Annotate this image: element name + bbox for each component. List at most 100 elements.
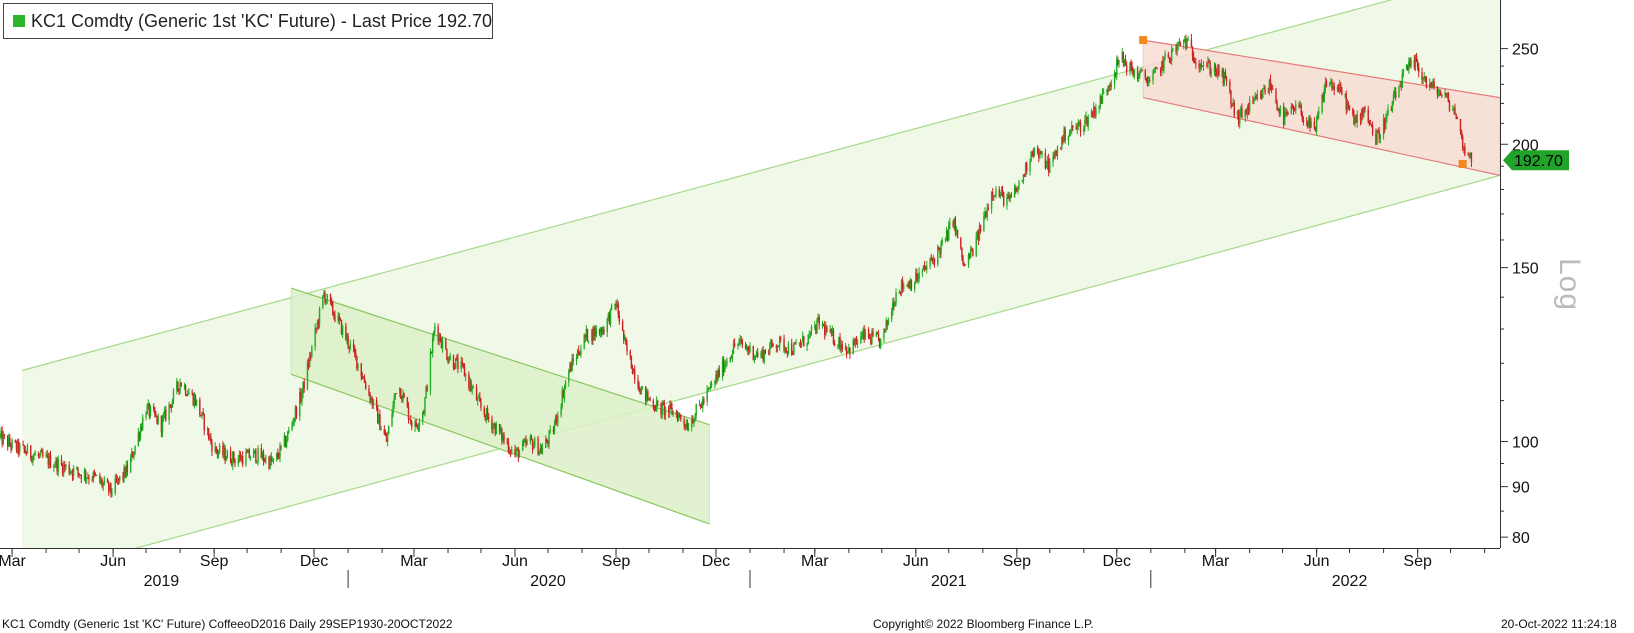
candle-body <box>672 411 674 415</box>
candle-body <box>1468 155 1470 157</box>
candle-body <box>1040 151 1042 154</box>
candle-body <box>553 424 556 432</box>
candle-body <box>455 358 457 369</box>
candle-body <box>853 340 856 346</box>
candle-body <box>1072 125 1074 128</box>
candle-body <box>1100 95 1103 104</box>
candle-body <box>1061 136 1063 148</box>
candle-body <box>837 345 839 346</box>
candle-body <box>1167 53 1170 58</box>
candle-body <box>415 421 417 426</box>
candle-body <box>123 467 125 479</box>
candle-body <box>547 441 549 445</box>
candle-body <box>132 451 134 458</box>
candle-body <box>1101 93 1104 104</box>
candle-body <box>393 397 395 405</box>
candle-body <box>24 449 26 453</box>
candle-body <box>1087 117 1089 126</box>
candle-body <box>414 421 416 428</box>
candle-body <box>193 396 196 406</box>
candle-body <box>1409 61 1411 66</box>
candle-body <box>91 479 93 481</box>
candle-body <box>898 292 901 293</box>
candle-body <box>56 458 58 472</box>
candle-body <box>1287 113 1289 115</box>
candle-body <box>1430 83 1432 85</box>
candle-body <box>1346 103 1349 110</box>
candle-body <box>472 387 474 389</box>
candle-body <box>1379 134 1382 139</box>
candle-body <box>1086 116 1088 126</box>
candle-body <box>832 330 835 344</box>
candle-body <box>42 451 44 457</box>
candle-body <box>1438 92 1441 94</box>
candle-body <box>817 316 819 321</box>
candle-body <box>972 249 974 256</box>
candle-body <box>1118 60 1120 65</box>
candle-body <box>523 441 525 443</box>
candle-body <box>639 391 641 395</box>
candle-body <box>176 381 178 391</box>
candle-body <box>976 231 979 238</box>
candle-body <box>1232 102 1234 105</box>
candle-body <box>1271 89 1274 90</box>
candle-body <box>61 464 64 474</box>
candle-body <box>877 334 880 339</box>
y-tick-label: 250 <box>1512 42 1539 59</box>
candle-body <box>1398 86 1400 98</box>
candle-body <box>1161 60 1163 73</box>
candle-body <box>907 282 909 287</box>
candle-body <box>1146 80 1149 86</box>
candle-body <box>238 455 241 459</box>
candle-body <box>125 464 127 477</box>
candle-body <box>332 302 334 314</box>
candle-body <box>1154 67 1156 73</box>
candle-body <box>1345 94 1347 110</box>
candle-body <box>844 347 847 350</box>
candle-body <box>446 349 448 360</box>
candle-body <box>334 315 336 321</box>
candle-body <box>715 374 717 382</box>
candle-body <box>530 436 533 440</box>
candle-body <box>77 467 79 473</box>
candle-body <box>1049 162 1051 173</box>
candle-body <box>675 411 678 415</box>
candle-body <box>177 381 179 389</box>
candle-body <box>448 359 450 362</box>
candle-body <box>1147 80 1150 86</box>
y-tick-label: 150 <box>1512 261 1539 278</box>
candle-body <box>362 377 365 379</box>
x-tick-label: Sep <box>1003 553 1032 570</box>
candle-body <box>1413 59 1416 68</box>
y-tick-label: 200 <box>1512 137 1539 154</box>
candle-body <box>1015 187 1017 191</box>
x-tick-label: Jun <box>1304 553 1330 570</box>
candle-body <box>214 446 216 452</box>
candle-body <box>502 435 504 441</box>
candle-body <box>1269 79 1272 88</box>
candle-body <box>1459 118 1462 132</box>
candle-body <box>621 321 624 331</box>
candle-body <box>808 333 810 335</box>
candle-body <box>122 476 124 479</box>
candle-body <box>929 258 931 266</box>
candle-body <box>863 330 865 339</box>
candle-body <box>1262 88 1264 98</box>
candle-body <box>475 387 478 401</box>
candle-body <box>1362 108 1364 116</box>
candle-body <box>509 451 512 453</box>
candle-body <box>34 453 36 456</box>
candle-body <box>599 328 602 333</box>
candle-body <box>1445 92 1447 97</box>
candle-body <box>60 459 63 465</box>
candle-body <box>1026 162 1028 172</box>
candle-body <box>149 406 152 416</box>
candle-body <box>816 320 818 334</box>
candle-body <box>229 450 232 463</box>
candle-body <box>772 343 774 347</box>
candle-body <box>1209 62 1211 74</box>
candle-body <box>248 449 250 458</box>
candle-body <box>755 352 758 357</box>
candle-body <box>1275 89 1277 103</box>
candle-body <box>461 361 463 364</box>
